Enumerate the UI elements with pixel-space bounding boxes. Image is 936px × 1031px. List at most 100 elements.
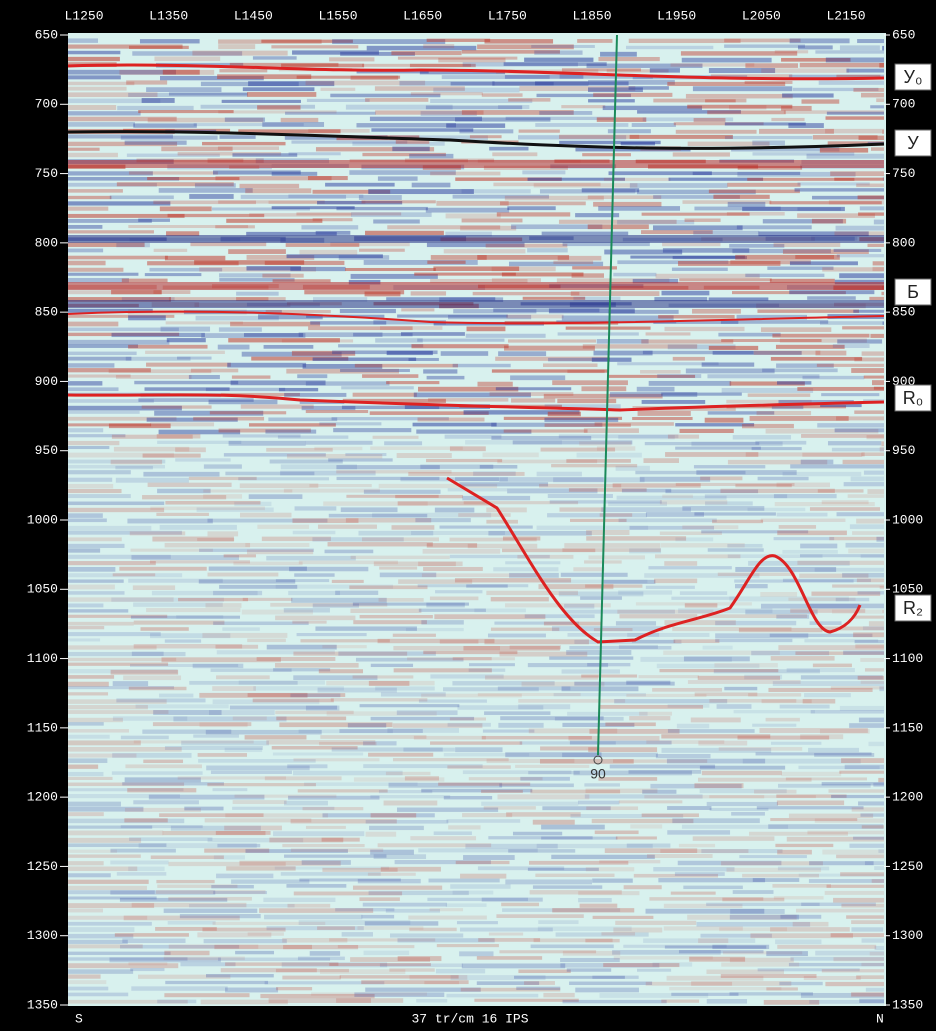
reflector: [134, 621, 225, 625]
reflector: [433, 88, 519, 93]
reflector: [789, 814, 873, 818]
reflector: [453, 657, 492, 660]
reflector: [482, 93, 523, 96]
reflector: [282, 339, 353, 342]
reflector: [68, 908, 103, 912]
top-label: L2050: [742, 8, 781, 23]
reflector: [459, 482, 548, 486]
reflector: [332, 580, 364, 583]
reflector: [672, 268, 728, 271]
reflector: [231, 879, 309, 883]
left-tick-label: 800: [35, 235, 58, 250]
reflector: [605, 722, 655, 726]
reflector: [308, 176, 348, 180]
reflector: [68, 278, 129, 283]
reflector: [412, 183, 451, 188]
reflector: [131, 555, 239, 560]
reflector: [159, 188, 253, 193]
reflector: [235, 951, 274, 954]
reflector: [839, 771, 884, 774]
reflector: [662, 495, 693, 498]
reflector: [203, 494, 242, 498]
reflector: [198, 753, 247, 757]
reflector: [560, 958, 620, 962]
reflector: [872, 380, 884, 385]
reflector: [295, 506, 337, 510]
reflector: [833, 344, 870, 348]
reflector: [462, 219, 523, 223]
reflector: [815, 351, 846, 356]
reflector: [533, 820, 575, 825]
reflector: [594, 628, 633, 631]
reflector: [456, 861, 510, 864]
reflector: [757, 309, 859, 312]
reflector: [761, 327, 831, 332]
reflector: [721, 320, 828, 324]
reflector: [146, 608, 240, 612]
reflector: [755, 441, 806, 445]
reflector: [661, 393, 742, 396]
reflector: [411, 344, 508, 348]
reflector: [694, 118, 726, 122]
reflector: [718, 573, 795, 576]
reflector: [779, 525, 816, 529]
reflector: [353, 393, 417, 397]
footer-left: S: [75, 1011, 83, 1026]
reflector: [249, 494, 303, 499]
reflector: [329, 57, 374, 61]
reflector: [308, 129, 369, 133]
reflector: [68, 363, 114, 367]
reflector: [423, 549, 501, 554]
reflector: [567, 968, 611, 971]
reflector: [766, 718, 800, 722]
reflector: [281, 64, 364, 68]
reflector: [662, 243, 720, 247]
reflector: [691, 718, 741, 723]
reflector: [703, 646, 733, 650]
reflector: [873, 267, 884, 271]
horizon-label: R₀: [903, 388, 923, 408]
reflector: [630, 135, 733, 139]
reflector: [717, 704, 752, 709]
reflector: [113, 573, 156, 576]
reflector: [116, 478, 189, 483]
reflector: [129, 837, 212, 841]
reflector: [854, 357, 884, 361]
reflector: [215, 645, 258, 649]
reflector: [745, 81, 793, 84]
reflector: [817, 423, 884, 427]
reflector: [447, 765, 510, 768]
reflector: [581, 675, 637, 678]
reflector: [542, 232, 629, 236]
reflector: [68, 502, 164, 506]
reflector: [448, 825, 480, 829]
reflector: [206, 388, 285, 391]
reflector: [68, 622, 134, 626]
reflector: [68, 105, 116, 110]
reflector: [491, 597, 549, 601]
reflector: [128, 315, 166, 320]
reflector: [177, 357, 211, 360]
reflector: [797, 561, 884, 565]
reflector: [675, 872, 725, 876]
reflector: [243, 87, 315, 91]
reflector: [858, 591, 884, 594]
reflector: [301, 225, 358, 229]
reflector: [358, 879, 421, 883]
reflector: [568, 736, 659, 741]
reflector: [68, 922, 152, 926]
reflector: [510, 375, 565, 380]
reflector: [840, 45, 880, 50]
top-label: L1850: [572, 8, 611, 23]
reflector: [320, 735, 426, 739]
reflector: [68, 987, 108, 991]
reflector: [698, 741, 747, 746]
reflector: [861, 93, 884, 98]
reflector: [298, 789, 388, 792]
reflector: [563, 1000, 667, 1003]
reflector: [262, 122, 324, 127]
reflector: [558, 256, 602, 261]
reflector: [307, 99, 370, 102]
reflector: [180, 914, 261, 918]
reflector: [814, 753, 874, 757]
